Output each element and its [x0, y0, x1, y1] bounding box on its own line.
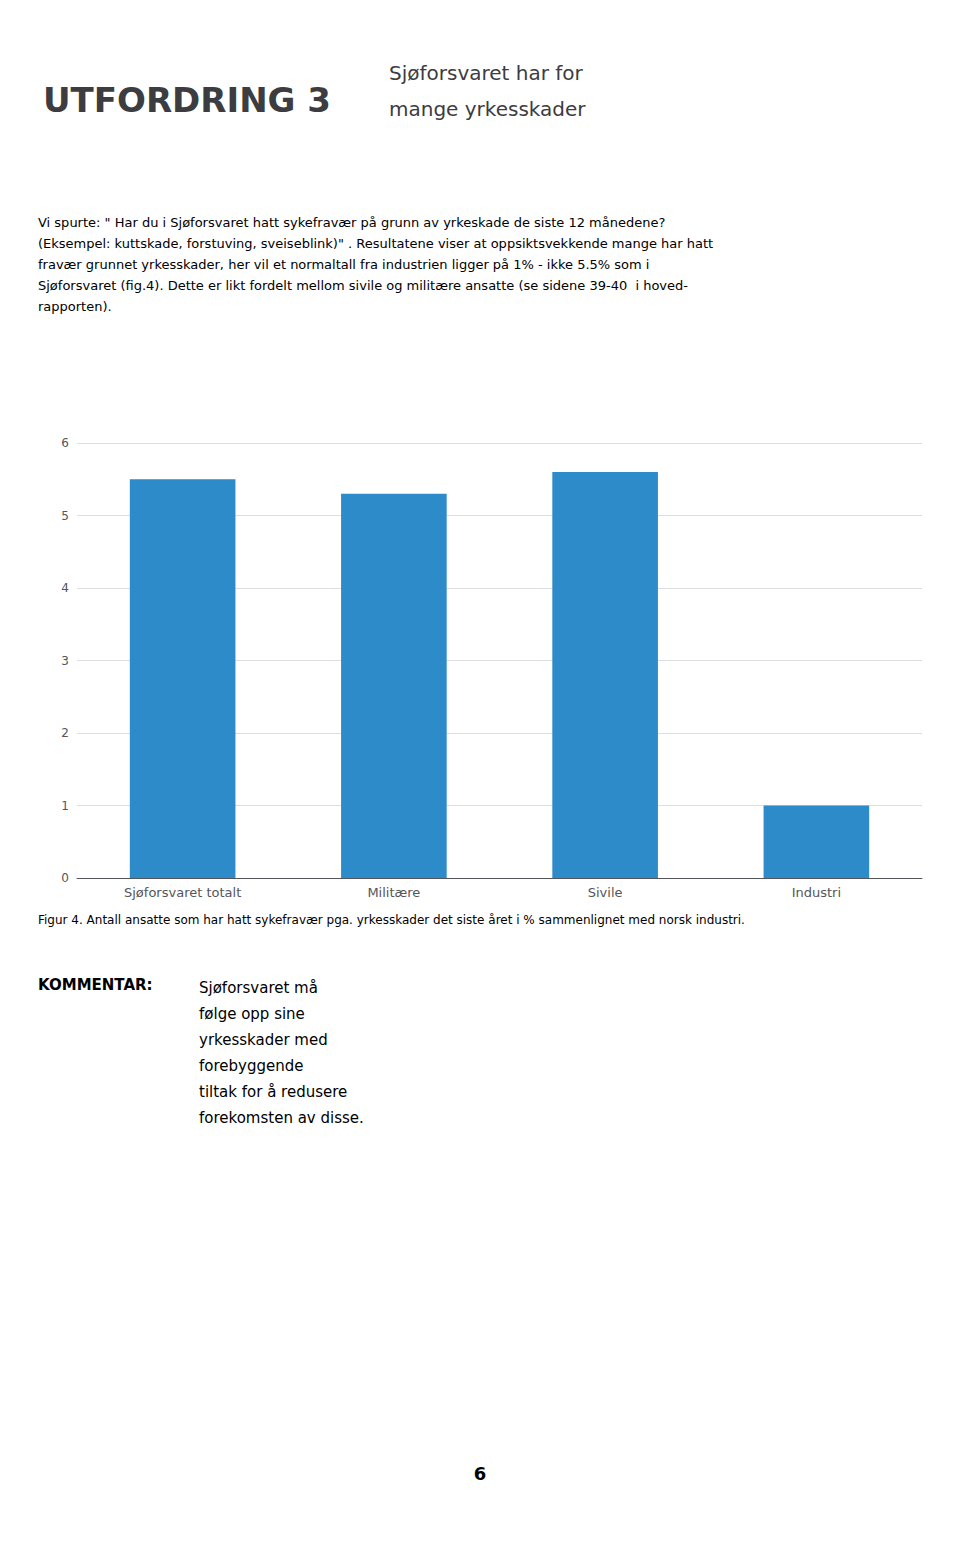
- svg-text:3: 3: [61, 654, 69, 668]
- svg-text:6: 6: [474, 1463, 487, 1484]
- svg-text:Sjøforsvaret må: Sjøforsvaret må: [199, 979, 318, 997]
- svg-text:(Eksempel: kuttskade, forstuvi: (Eksempel: kuttskade, forstuving, sveise…: [38, 236, 713, 251]
- svg-text:Industri: Industri: [792, 885, 841, 900]
- svg-text:Figur 4. Antall ansatte som ha: Figur 4. Antall ansatte som har hatt syk…: [38, 913, 745, 927]
- svg-text:tiltak for å redusere: tiltak for å redusere: [199, 1083, 347, 1101]
- svg-text:Vi spurte: " Har du i Sjøforsv: Vi spurte: " Har du i Sjøforsvaret hatt …: [38, 215, 665, 230]
- svg-text:2: 2: [61, 726, 69, 740]
- svg-text:forekomsten av disse.: forekomsten av disse.: [199, 1109, 364, 1127]
- svg-text:fravær grunnet yrkesskader, he: fravær grunnet yrkesskader, her vil et n…: [38, 257, 649, 272]
- svg-text:rapporten).: rapporten).: [38, 299, 112, 314]
- svg-text:forebyggende: forebyggende: [199, 1057, 303, 1075]
- svg-text:mange yrkesskader: mange yrkesskader: [389, 97, 586, 121]
- svg-text:følge opp sine: følge opp sine: [199, 1005, 305, 1023]
- svg-text:Sjøforsvaret har for: Sjøforsvaret har for: [389, 61, 584, 85]
- svg-text:5: 5: [61, 509, 69, 523]
- svg-text:UTFORDRING 3: UTFORDRING 3: [43, 80, 331, 120]
- svg-text:4: 4: [61, 581, 69, 595]
- svg-text:6: 6: [61, 436, 69, 450]
- svg-text:Sivile: Sivile: [588, 885, 623, 900]
- svg-text:Sjøforsvaret (fig.4). Dette er: Sjøforsvaret (fig.4). Dette er likt ford…: [38, 278, 688, 293]
- svg-text:0: 0: [61, 871, 69, 885]
- svg-text:yrkesskader med: yrkesskader med: [199, 1031, 328, 1049]
- svg-text:KOMMENTAR:: KOMMENTAR:: [38, 976, 153, 994]
- svg-text:1: 1: [61, 799, 69, 813]
- svg-text:Sjøforsvaret totalt: Sjøforsvaret totalt: [124, 885, 241, 900]
- svg-text:Militære: Militære: [367, 885, 420, 900]
